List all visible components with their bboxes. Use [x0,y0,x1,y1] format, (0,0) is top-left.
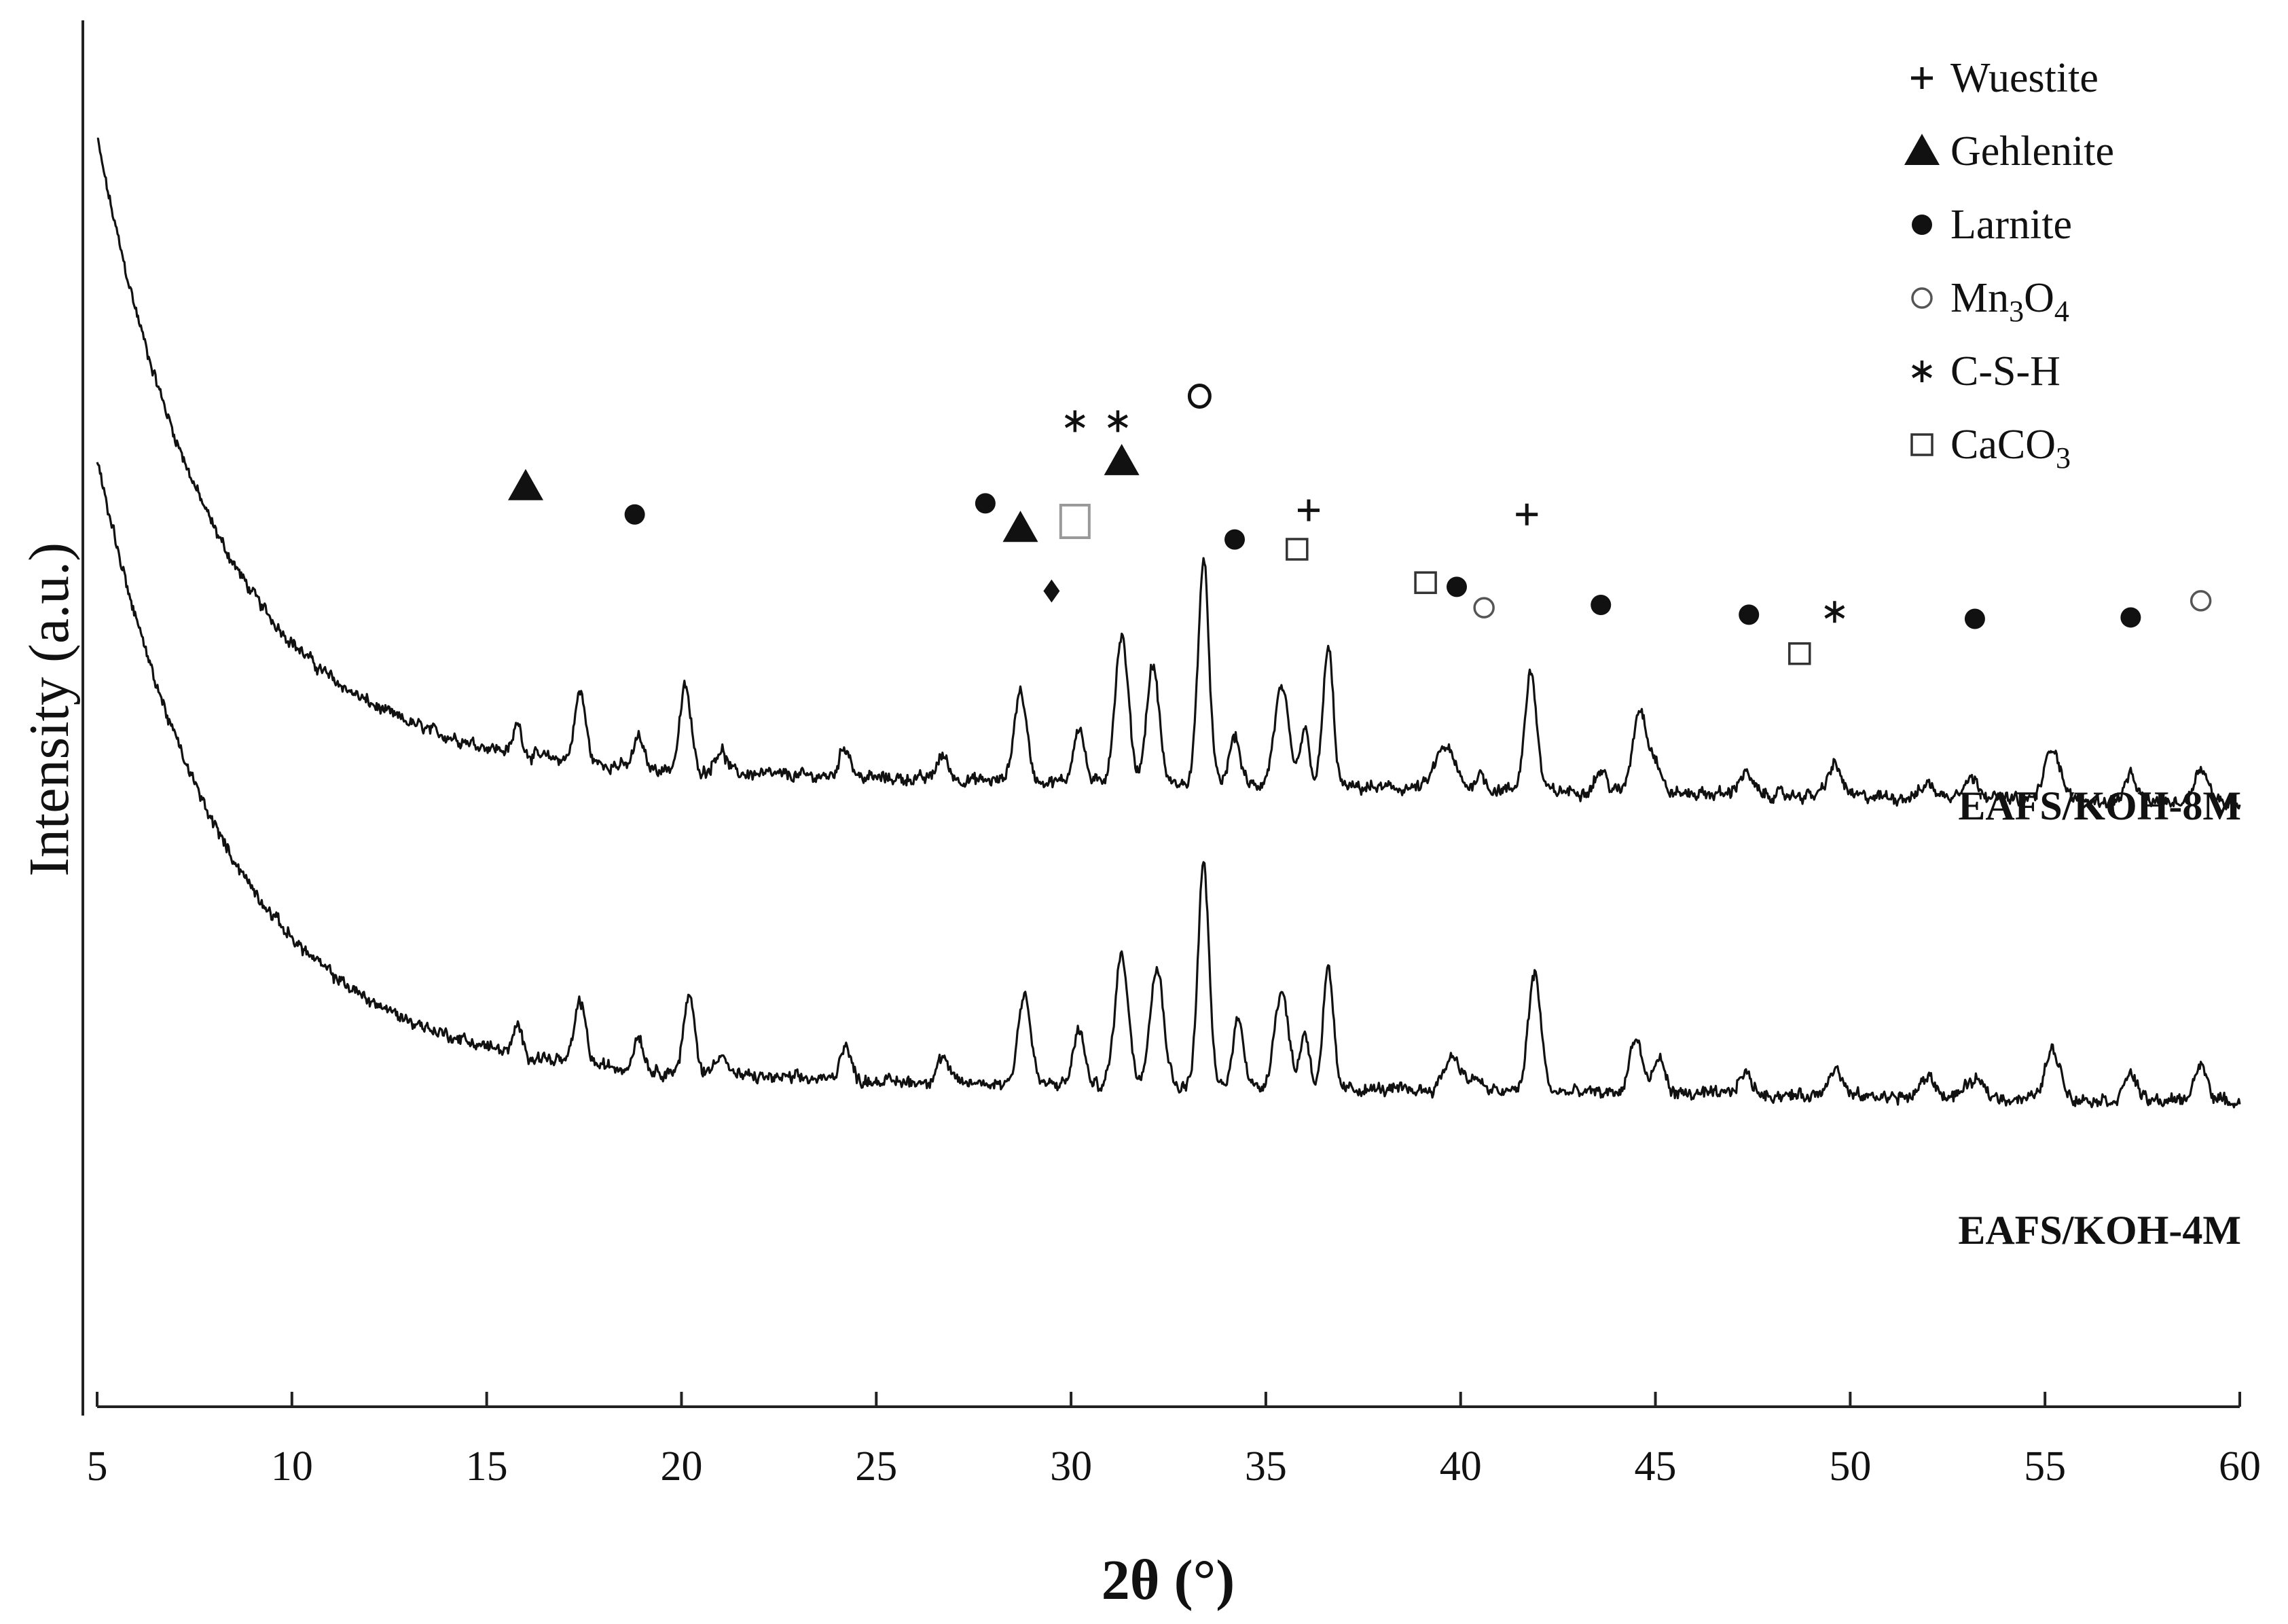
legend-item-caco: CaCO3 [1910,422,2071,475]
asterisk-stroke [1912,365,1932,378]
legend-symbol-triangle [1904,134,1940,165]
triangle-shape [508,468,543,500]
x-tick-label: 15 [466,1443,508,1490]
peak-marker-filled-circle [2120,607,2141,628]
peak-marker-filled-circle [975,493,996,514]
peak-marker-open-square [1788,642,1811,665]
marker-layer [508,384,2212,665]
asterisk-stroke [1064,414,1085,428]
legend-item-gehlenite: Gehlenite [1904,128,2114,174]
x-tick-label: 10 [271,1443,313,1490]
legend-symbol-plus [1911,67,1933,89]
peak-marker-filled-circle [1739,604,1760,625]
peak-marker-open-circle [2190,590,2212,612]
open-square-shape [1788,642,1811,665]
legend-item-c-s-h: C-S-H [1912,348,2060,394]
legend-label: Gehlenite [1950,128,2114,174]
filled-circle-shape [1591,595,1612,615]
y-axis-title: Intensity (a.u.) [18,542,81,876]
filled-circle-shape [1446,576,1467,597]
x-tick-label: 40 [1440,1443,1482,1490]
peak-marker-triangle [1104,443,1140,475]
legend-symbol-open-circle [1911,287,1933,309]
diamond-shape [1043,579,1060,603]
series-label-koh-8m: EAFS/KOH-8M [1958,783,2241,828]
triangle-shape [1002,511,1038,542]
series-line-koh-8m [96,137,2241,811]
series-label-koh-4m: EAFS/KOH-4M [1958,1208,2241,1253]
open-square-shape [1910,433,1933,456]
peak-marker-asterisk [1824,601,1845,623]
filled-circle-shape [624,504,645,525]
labels: EAFS/KOH-8M EAFS/KOH-4M [1958,783,2241,1253]
legend-label: CaCO3 [1950,422,2071,475]
peak-marker-plus [1516,503,1538,525]
peak-marker-triangle [508,468,543,500]
filled-circle-shape [1739,604,1760,625]
filled-circle-shape [1912,215,1932,235]
legend-symbol-open-square [1910,433,1933,456]
open-square-shape [1414,571,1437,594]
x-axis-title: 2θ (°) [1102,1549,1235,1612]
filled-circle-shape [2120,607,2141,628]
filled-circle-shape [1964,608,1985,629]
triangle-shape [1104,443,1140,475]
peak-marker-filled-circle [1591,595,1612,615]
open-square-shape [1059,504,1091,539]
legend-label: Larnite [1950,202,2072,248]
peak-marker-open-square [1286,538,1309,561]
legend: Wuestite Gehlenite Larnite Mn3O4 C-S-H CaCO3 [1904,55,2114,475]
filled-circle-shape [975,493,996,514]
peak-marker-filled-circle [1964,608,1985,629]
open-square-shape [1286,538,1309,561]
legend-label: C-S-H [1950,348,2060,394]
x-tick-label: 20 [660,1443,702,1490]
series-line-koh-4m [96,462,2241,1109]
x-tick-label: 50 [1829,1443,1871,1490]
x-tick-label: 55 [2024,1443,2066,1490]
peak-marker-filled-circle [1224,529,1246,550]
peak-marker-open-circle [1473,597,1495,619]
o-letter-shape [1187,384,1212,409]
legend-label: Wuestite [1950,55,2099,101]
peak-marker-open-square-gray [1059,504,1091,539]
peak-marker-plus [1298,499,1320,521]
triangle-shape [1904,134,1940,165]
peak-marker-diamond [1043,579,1060,603]
axes: 5 10 15 20 25 30 35 40 45 50 55 60 2θ (°) Intensity (… [18,20,2261,1612]
x-tick-label: 35 [1245,1443,1287,1490]
legend-item-larnite: Larnite [1912,202,2072,248]
peak-marker-filled-circle [1446,576,1467,597]
peak-marker-open-square [1414,571,1437,594]
legend-symbol-filled-circle [1912,215,1932,235]
legend-item-mn: Mn3O4 [1911,275,2069,328]
asterisk-stroke [1824,605,1845,619]
x-tick-label: 30 [1050,1443,1092,1490]
legend-symbol-asterisk [1912,361,1932,382]
peak-marker-filled-circle [624,504,645,525]
series-layer [96,137,2241,1109]
peak-marker-asterisk [1107,410,1128,432]
filled-circle-shape [1224,529,1246,550]
x-tick-label: 45 [1635,1443,1677,1490]
open-circle-shape [1911,287,1933,309]
open-circle-shape [1473,597,1495,619]
peak-marker-triangle [1002,511,1038,542]
open-circle-shape [2190,590,2212,612]
x-tick-label: 25 [855,1443,897,1490]
peak-marker-asterisk [1064,410,1085,432]
x-tick-label: 60 [2219,1443,2261,1490]
legend-item-wuestite: Wuestite [1911,55,2099,101]
legend-label: Mn3O4 [1950,275,2069,328]
x-tick-label: 5 [87,1443,108,1490]
asterisk-stroke [1107,414,1128,428]
peak-marker-o-letter [1187,384,1212,409]
